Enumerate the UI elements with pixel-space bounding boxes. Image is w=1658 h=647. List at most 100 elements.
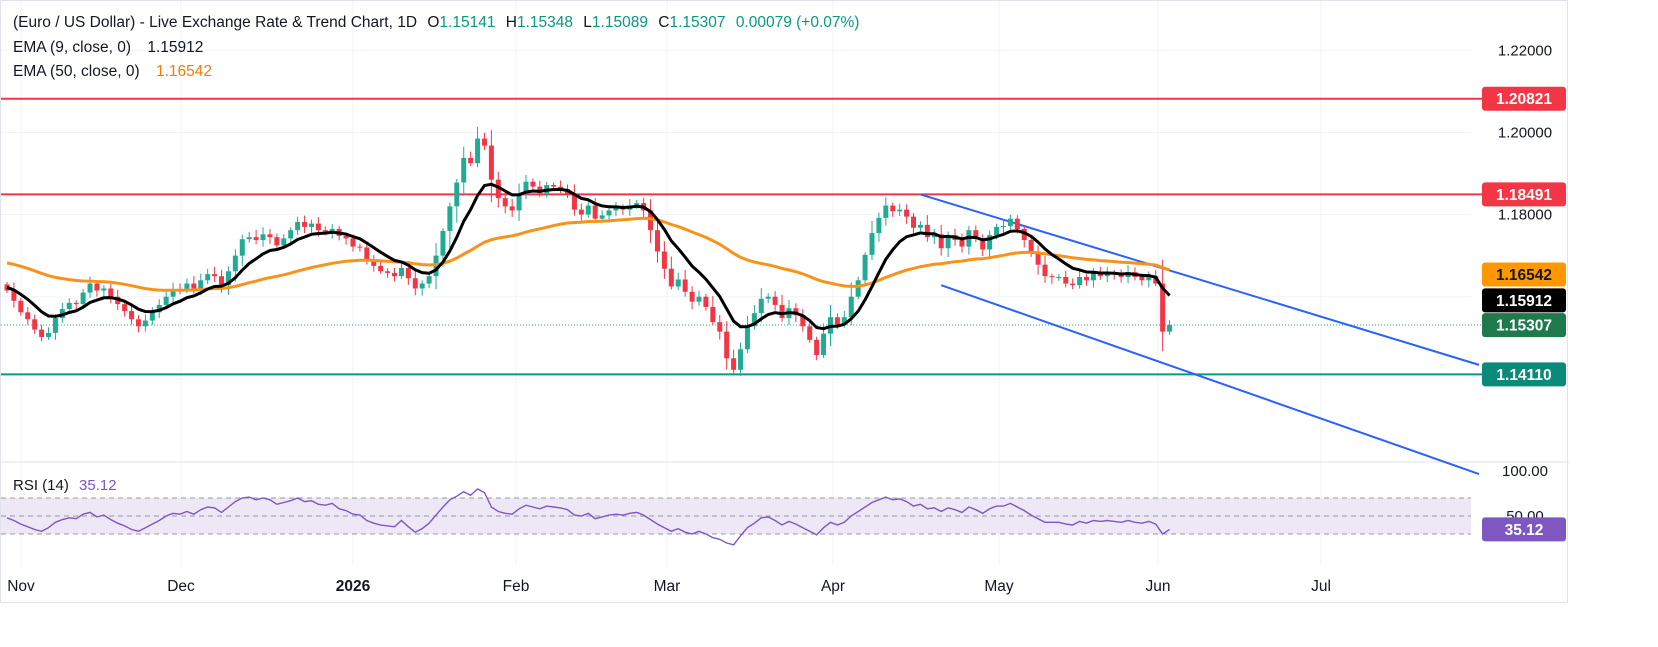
time-tick: May [984,578,1014,595]
candle-body [1118,274,1124,277]
candle-body [689,291,695,302]
candle-body [883,205,889,218]
candle-body [869,233,875,255]
candle-body [295,221,301,231]
candle-body [558,186,564,190]
candle-body [800,315,806,327]
candlesticks [4,127,1173,377]
price-tick: 1.20000 [1498,124,1552,141]
candle-body [924,224,930,238]
candle-body [1146,276,1152,281]
candle-body [212,274,218,277]
candle-body [219,276,225,286]
candle-body [426,276,432,284]
candle-body [834,317,840,325]
candle-body [654,230,660,252]
candle-body [142,320,148,327]
candle-body [897,209,903,212]
candle-body [274,237,280,246]
candle-body [724,331,730,359]
price-label-box [1482,362,1566,387]
candle-body [378,265,384,272]
candle-body [980,238,986,250]
candle-body [281,238,287,246]
price-label-resistance: 1.20821 [1496,91,1552,108]
candle-body [288,230,294,239]
time-tick: Dec [167,578,195,595]
candle-body [191,283,197,289]
candle-body [751,313,757,327]
candle-body [392,272,398,277]
candle-body [260,234,266,241]
candle-body [94,283,100,291]
candle-body [461,157,467,183]
price-label-box [1482,182,1566,207]
price-axis: 1.220001.200001.180001.160001.140001.208… [1482,42,1566,388]
price-label-resistance: 1.18491 [1496,187,1552,204]
candle-body [523,181,529,195]
rsi-label: RSI (14) [13,477,69,494]
candle-body [122,304,128,312]
candle-body [814,339,820,356]
candle-body [987,235,993,250]
candle-body [488,145,494,180]
candle-body [931,234,937,238]
ema50-line [6,216,1171,292]
candle-body [675,279,681,287]
candle-body [551,185,557,187]
candle-body [890,205,896,212]
symbol-legend: (Euro / US Dollar) - Live Exchange Rate … [13,14,859,32]
candle-body [163,296,169,305]
rsi-legend: RSI (14) 35.12 [13,477,117,494]
price-tick: 1.22000 [1498,42,1552,59]
close-label: C [658,14,670,31]
candle-body [696,296,702,302]
candle-body [32,319,38,330]
price-label-ema9: 1.15912 [1496,293,1552,310]
candle-body [170,289,176,297]
candle-body [350,238,356,247]
candle-body [1077,277,1083,286]
candle-body [108,288,114,297]
candle-body [1084,277,1090,281]
time-tick: Nov [7,578,35,595]
candle-body [585,205,591,215]
candle-body [18,300,24,313]
candle-body [509,206,515,211]
ema50-label: EMA (50, close, 0) [13,63,140,80]
candle-body [1097,272,1103,277]
candle-body [1042,264,1048,277]
candle-body [412,278,418,289]
candle-body [606,210,612,216]
candle-body [1021,228,1027,241]
candle-body [198,280,204,289]
candle-body [1014,218,1020,229]
ema9-line [6,182,1171,331]
candle-body [468,157,474,164]
close-value: 1.15307 [669,14,726,31]
candle-body [25,312,31,320]
candle-body [772,296,778,305]
candle-body [156,304,162,313]
candle-body [938,234,944,249]
candle-body [571,194,577,210]
symbol-title: (Euro / US Dollar) - Live Exchange Rate … [13,14,418,31]
candle-body [1090,272,1096,281]
candle-body [73,302,79,305]
candle-body [129,311,135,320]
candle-body [994,226,1000,236]
candle-body [710,306,716,323]
change-value: 0.00079 (+0.07%) [735,14,860,31]
candle-body [959,240,965,247]
candle-body [246,237,252,240]
candle-body [481,138,487,146]
candle-body [1007,218,1013,227]
trend-channel [920,193,1480,475]
ema50-legend: EMA (50, close, 0) 1.16542 [13,63,212,81]
candle-body [447,206,453,231]
candle-body [1049,276,1055,278]
time-tick: Feb [503,578,530,595]
candle-body [184,283,190,291]
candle-body [911,216,917,228]
